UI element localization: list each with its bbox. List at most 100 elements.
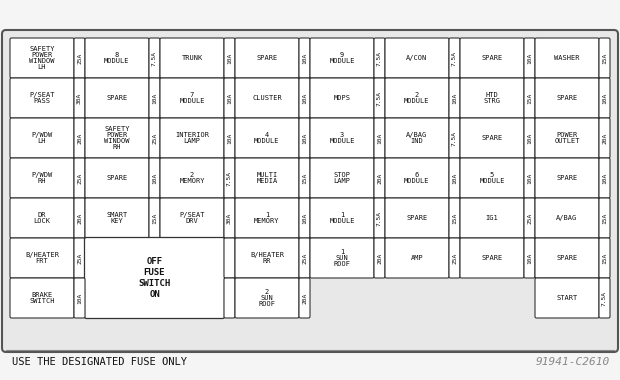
FancyBboxPatch shape xyxy=(235,158,299,198)
FancyBboxPatch shape xyxy=(85,158,149,198)
Text: SPARE: SPARE xyxy=(406,215,428,221)
FancyBboxPatch shape xyxy=(85,78,149,118)
Text: 15A: 15A xyxy=(152,212,157,223)
Text: 20A: 20A xyxy=(77,132,82,144)
Text: SPARE: SPARE xyxy=(556,175,578,181)
Text: OFF
FUSE
SWITCH
ON: OFF FUSE SWITCH ON xyxy=(138,257,170,299)
Text: 25A: 25A xyxy=(527,212,532,223)
Text: 15A: 15A xyxy=(302,173,307,184)
Text: 10A: 10A xyxy=(77,292,82,304)
Text: 20A: 20A xyxy=(302,292,307,304)
Text: 10A: 10A xyxy=(302,52,307,63)
FancyBboxPatch shape xyxy=(85,198,149,238)
FancyBboxPatch shape xyxy=(160,158,224,198)
FancyBboxPatch shape xyxy=(10,278,74,318)
Text: 25A: 25A xyxy=(77,252,82,264)
Text: SPARE: SPARE xyxy=(107,95,128,101)
Text: START: START xyxy=(556,295,578,301)
FancyBboxPatch shape xyxy=(460,238,524,278)
Text: DR
LOCK: DR LOCK xyxy=(33,212,50,224)
Text: SPARE: SPARE xyxy=(481,135,503,141)
Text: 7.5A: 7.5A xyxy=(377,90,382,106)
FancyBboxPatch shape xyxy=(535,78,599,118)
Text: 30A: 30A xyxy=(77,92,82,104)
FancyBboxPatch shape xyxy=(524,78,535,118)
Text: 10A: 10A xyxy=(527,252,532,264)
FancyBboxPatch shape xyxy=(299,118,310,158)
FancyBboxPatch shape xyxy=(449,238,460,278)
FancyBboxPatch shape xyxy=(449,78,460,118)
Text: 4
MODULE: 4 MODULE xyxy=(254,132,280,144)
FancyBboxPatch shape xyxy=(149,198,160,238)
FancyBboxPatch shape xyxy=(524,38,535,78)
FancyBboxPatch shape xyxy=(299,158,310,198)
FancyBboxPatch shape xyxy=(235,118,299,158)
FancyBboxPatch shape xyxy=(524,238,535,278)
FancyBboxPatch shape xyxy=(149,78,160,118)
FancyBboxPatch shape xyxy=(224,38,235,78)
Text: 15A: 15A xyxy=(527,92,532,104)
FancyBboxPatch shape xyxy=(374,78,385,118)
FancyBboxPatch shape xyxy=(310,198,374,238)
Text: SPARE: SPARE xyxy=(481,255,503,261)
FancyBboxPatch shape xyxy=(385,118,449,158)
Text: 91941-C2610: 91941-C2610 xyxy=(536,357,610,367)
Text: 10A: 10A xyxy=(527,132,532,144)
Text: MDPS: MDPS xyxy=(334,95,350,101)
FancyBboxPatch shape xyxy=(535,38,599,78)
FancyBboxPatch shape xyxy=(149,38,160,78)
Text: B/HEATER
RR: B/HEATER RR xyxy=(250,252,284,264)
FancyBboxPatch shape xyxy=(160,118,224,158)
FancyBboxPatch shape xyxy=(599,278,610,318)
FancyBboxPatch shape xyxy=(74,238,85,278)
Text: 10A: 10A xyxy=(452,173,457,184)
Text: IG1: IG1 xyxy=(485,215,498,221)
FancyBboxPatch shape xyxy=(74,38,85,78)
Text: USE THE DESIGNATED FUSE ONLY: USE THE DESIGNATED FUSE ONLY xyxy=(12,357,187,367)
Text: 9
MODULE: 9 MODULE xyxy=(329,52,355,64)
Text: 7
MODULE: 7 MODULE xyxy=(179,92,205,104)
Text: 25A: 25A xyxy=(77,173,82,184)
FancyBboxPatch shape xyxy=(385,158,449,198)
FancyBboxPatch shape xyxy=(224,78,235,118)
Text: SPARE: SPARE xyxy=(556,255,578,261)
FancyBboxPatch shape xyxy=(299,198,310,238)
FancyBboxPatch shape xyxy=(449,118,460,158)
FancyBboxPatch shape xyxy=(599,78,610,118)
FancyBboxPatch shape xyxy=(449,38,460,78)
Text: INTERIOR
LAMP: INTERIOR LAMP xyxy=(175,132,209,144)
Text: 25A: 25A xyxy=(152,132,157,144)
Text: TRUNK: TRUNK xyxy=(182,55,203,61)
Text: 7.5A: 7.5A xyxy=(377,211,382,225)
FancyBboxPatch shape xyxy=(310,78,374,118)
Text: POWER
OUTLET: POWER OUTLET xyxy=(554,132,580,144)
Text: WASHER: WASHER xyxy=(554,55,580,61)
FancyBboxPatch shape xyxy=(449,198,460,238)
FancyBboxPatch shape xyxy=(74,78,85,118)
FancyBboxPatch shape xyxy=(460,158,524,198)
FancyBboxPatch shape xyxy=(374,118,385,158)
FancyBboxPatch shape xyxy=(10,38,74,78)
FancyBboxPatch shape xyxy=(460,118,524,158)
Text: SAFETY
POWER
WINDOW
LH: SAFETY POWER WINDOW LH xyxy=(29,46,55,70)
Text: A/BAG: A/BAG xyxy=(556,215,578,221)
Text: P/WDW
RH: P/WDW RH xyxy=(32,172,53,184)
Text: SAFETY
POWER
WINDOW
RH: SAFETY POWER WINDOW RH xyxy=(104,126,130,150)
Text: 15A: 15A xyxy=(602,212,607,223)
FancyBboxPatch shape xyxy=(535,118,599,158)
FancyBboxPatch shape xyxy=(535,198,599,238)
FancyBboxPatch shape xyxy=(310,238,374,278)
FancyBboxPatch shape xyxy=(385,78,449,118)
Text: 2
MODULE: 2 MODULE xyxy=(404,92,430,104)
FancyBboxPatch shape xyxy=(374,198,385,238)
Text: 1
MEMORY: 1 MEMORY xyxy=(254,212,280,224)
FancyBboxPatch shape xyxy=(85,38,149,78)
Text: 7.5A: 7.5A xyxy=(452,130,457,146)
FancyBboxPatch shape xyxy=(149,118,160,158)
FancyBboxPatch shape xyxy=(385,38,449,78)
Text: 30A: 30A xyxy=(227,212,232,223)
Text: 10A: 10A xyxy=(527,173,532,184)
FancyBboxPatch shape xyxy=(224,198,235,238)
Text: B/HEATER
FRT: B/HEATER FRT xyxy=(25,252,59,264)
Text: CLUSTER: CLUSTER xyxy=(252,95,282,101)
